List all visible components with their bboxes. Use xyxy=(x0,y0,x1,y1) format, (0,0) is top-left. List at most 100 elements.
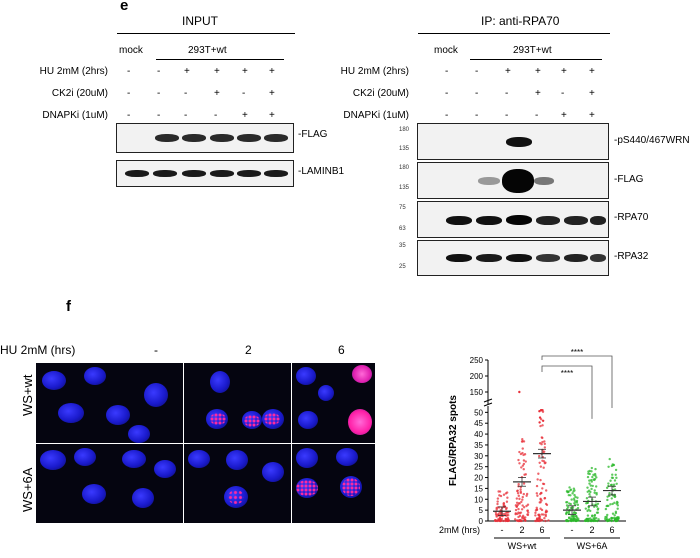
x-tick-label-0: - xyxy=(501,525,504,535)
data-point-5-19 xyxy=(607,482,610,485)
data-point-4-20 xyxy=(586,514,590,517)
data-point-2-46 xyxy=(544,502,548,506)
data-point-3-72 xyxy=(565,510,568,514)
data-point-1-9 xyxy=(517,482,520,486)
data-point-5-63 xyxy=(610,464,614,468)
data-point-2-49 xyxy=(541,424,544,427)
data-point-4-81 xyxy=(585,517,589,521)
data-point-3-80 xyxy=(565,490,569,493)
y-tick-label-1: 5 xyxy=(479,506,484,515)
input-mock-label: mock xyxy=(119,45,143,56)
y-tick-label-4: 20 xyxy=(474,474,483,483)
data-point-4-57 xyxy=(586,475,590,479)
input-cell-0-1: - xyxy=(157,66,161,77)
ip-rpa70-label: -RPA70 xyxy=(614,212,649,223)
data-point-1-71 xyxy=(515,501,519,504)
data-point-4-10 xyxy=(588,493,591,496)
data-point-4-69 xyxy=(595,503,598,506)
input-flag-label: -FLAG xyxy=(298,129,328,140)
ip-row-label-0: HU 2mM (2hrs) xyxy=(340,66,409,77)
data-point-4-11 xyxy=(590,466,594,470)
data-point-3-55 xyxy=(568,502,571,505)
input-cell-1-4: - xyxy=(242,88,246,99)
data-point-5-80 xyxy=(605,517,608,520)
data-point-3-44 xyxy=(567,493,571,497)
data-point-4-88 xyxy=(586,486,589,489)
data-point-4-42 xyxy=(586,501,589,505)
y-tick-label-13: 250 xyxy=(470,356,484,365)
data-point-2-48 xyxy=(544,519,547,523)
data-point-3-84 xyxy=(570,519,573,523)
ip-rpa70-mw-1: 75 xyxy=(399,205,406,211)
data-point-4-52 xyxy=(592,473,595,477)
data-point-2-74 xyxy=(541,408,544,412)
data-point-5-49 xyxy=(613,501,616,504)
ip-cell-1-3: + xyxy=(535,88,541,99)
data-point-extra-2-2 xyxy=(538,416,542,419)
ip-cell-1-5: + xyxy=(589,88,595,99)
ip-cell-0-3: + xyxy=(535,66,541,77)
data-point-4-78 xyxy=(595,491,598,495)
data-point-2-26 xyxy=(535,484,539,488)
input-cell-1-1: - xyxy=(157,88,161,99)
data-point-2-18 xyxy=(538,461,541,465)
data-point-4-87 xyxy=(594,485,598,488)
data-point-1-64 xyxy=(521,464,525,467)
data-point-5-66 xyxy=(610,497,613,500)
data-point-0-61 xyxy=(500,517,504,521)
data-point-2-82 xyxy=(543,442,547,446)
data-point-1-28 xyxy=(517,507,520,511)
data-point-1-32 xyxy=(518,497,521,501)
data-point-5-5 xyxy=(608,492,611,495)
micro-ws-6a-6 xyxy=(291,443,376,524)
input-laminb1-label: -LAMINB1 xyxy=(298,166,345,177)
ip-cell-1-2: - xyxy=(505,88,509,99)
y-tick-label-11: 150 xyxy=(470,388,484,397)
data-point-1-76 xyxy=(522,506,526,509)
data-point-0-72 xyxy=(502,504,505,507)
hu-hrs-label: HU 2mM (hrs) xyxy=(0,343,76,357)
data-point-1-54 xyxy=(519,490,522,493)
y-axis-label: FLAG/RPA32 spots xyxy=(448,395,459,486)
input-cell-2-4: + xyxy=(242,110,248,121)
data-point-2-38 xyxy=(537,472,540,475)
data-point-4-21 xyxy=(590,515,594,518)
data-point-4-89 xyxy=(586,509,589,513)
data-point-3-19 xyxy=(576,506,580,510)
data-point-2-41 xyxy=(534,514,537,517)
ip-cell-1-0: - xyxy=(445,88,449,99)
data-point-5-73 xyxy=(607,465,610,469)
data-point-4-77 xyxy=(595,516,598,520)
data-point-4-85 xyxy=(589,519,593,522)
data-point-5-61 xyxy=(611,512,615,515)
data-point-5-78 xyxy=(605,486,609,490)
group-label-6a: WS+6A xyxy=(577,541,608,551)
data-point-2-22 xyxy=(534,511,537,515)
data-point-1-31 xyxy=(517,458,520,462)
data-point-5-44 xyxy=(615,476,618,480)
data-point-2-78 xyxy=(544,510,548,514)
data-point-1-81 xyxy=(525,494,528,497)
data-point-2-37 xyxy=(539,478,542,482)
data-point-2-84 xyxy=(539,498,542,501)
data-point-3-42 xyxy=(569,489,572,492)
micro-ws-6a-2 xyxy=(183,443,292,524)
col-label-2: 6 xyxy=(338,343,345,357)
ip-row-label-1: CK2i (20uM) xyxy=(352,88,409,99)
data-point-1-58 xyxy=(525,504,528,508)
axis-break-mark-2 xyxy=(483,402,493,407)
data-point-2-72 xyxy=(538,519,541,523)
ip-cell-1-4: - xyxy=(561,88,565,99)
data-point-2-62 xyxy=(535,519,539,523)
data-point-2-76 xyxy=(541,459,544,463)
data-point-0-30 xyxy=(498,490,502,493)
data-point-1-44 xyxy=(521,447,524,450)
data-point-4-39 xyxy=(590,487,593,491)
data-point-0-71 xyxy=(506,516,510,520)
y-tick-label-0: 0 xyxy=(479,517,484,526)
data-point-3-31 xyxy=(572,497,576,500)
data-point-2-81 xyxy=(536,478,539,481)
ip-cell-2-3: - xyxy=(535,110,539,121)
sig-label-1: **** xyxy=(571,348,583,357)
